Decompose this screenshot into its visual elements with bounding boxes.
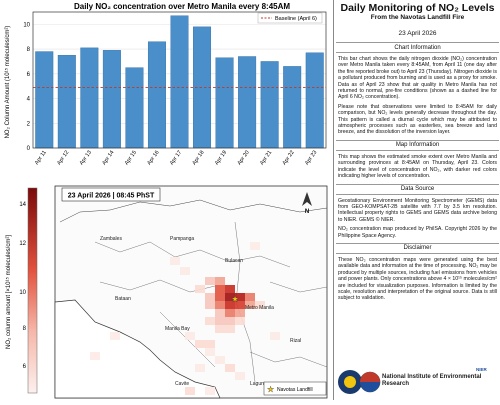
chart-info-paragraph: Please note that observations were limit… — [338, 103, 497, 136]
disclaimer-paragraph: These NO₂ concentration maps were genera… — [338, 256, 497, 302]
colorbar-tick: 8 — [23, 326, 27, 332]
section-heading-disclaimer: Disclaimer — [336, 242, 499, 254]
x-tick-label: Apr 18 — [191, 150, 205, 167]
sidebar-title: Daily Monitoring of NO₂ Levels — [340, 2, 495, 14]
data-source-paragraph: NO₂ concentration map produced by PhilSA… — [338, 226, 497, 239]
y-tick-label: 2 — [27, 121, 31, 127]
colorbar — [27, 187, 38, 394]
x-tick-label: Apr 14 — [101, 150, 115, 167]
chart-y-axis-label: NO₂ Column Amount (10¹⁵ molecules/cm²) — [4, 26, 11, 139]
x-tick-label: Apr 20 — [237, 150, 251, 167]
sidebar-date: 23 April 2026 — [398, 30, 437, 37]
bar-apr-14 — [102, 50, 121, 149]
y-tick-label: 4 — [27, 97, 31, 103]
y-tick-label: 0 — [27, 146, 31, 152]
sidebar-subtitle: From the Navotas Landfill Fire — [370, 14, 465, 21]
x-tick-label: Apr 21 — [259, 150, 273, 167]
no2-map: NO₂ column amount [×10¹⁵ molecules/cm²] … — [5, 185, 328, 399]
map-label-pampanga: Pampanga — [170, 236, 194, 242]
map-legend-star-icon: ★ — [267, 385, 274, 394]
bar-apr-16 — [147, 41, 166, 149]
nier-logo-mark: NIER — [476, 367, 487, 372]
no2-map-panel: NO₂ column amount [×10¹⁵ molecules/cm²] … — [0, 182, 330, 400]
map-title-box — [61, 187, 161, 202]
logos-footer: National Institute of Environmental Rese… — [334, 366, 500, 398]
colorbar-tick: 12 — [19, 241, 26, 247]
bar-apr-20 — [238, 56, 257, 149]
map-info-paragraph: This map shows the estimated smoke exten… — [338, 153, 497, 180]
map-label-metro-manila: Metro Manila — [245, 305, 274, 311]
bar-apr-19 — [215, 57, 234, 149]
x-tick-label: Apr 12 — [56, 150, 70, 167]
bar-apr-22 — [283, 66, 302, 149]
map-title: 23 April 2026 | 08:45 PhST — [68, 193, 155, 200]
bar-apr-13 — [80, 47, 99, 149]
chart-info-paragraph: This bar chart shows the daily nitrogen … — [338, 56, 497, 101]
map-legend — [263, 381, 327, 396]
map-label-bulacan: Bulacan — [225, 258, 243, 264]
map-label-rizal: Rizal — [290, 338, 301, 344]
map-label-cavite: Cavite — [175, 381, 189, 387]
bar-apr-23 — [305, 52, 324, 149]
map-area: ★ Zambales Pampanga Bulacan Bataan Metro… — [54, 185, 328, 399]
bar-apr-15 — [125, 67, 144, 149]
section-heading-chart-info: Chart Information — [336, 42, 499, 53]
bar-chart-panel: Daily NO₂ concentration over Metro Manil… — [0, 0, 330, 180]
map-legend-label: Navotas Landfill — [277, 387, 313, 393]
bar-apr-17 — [170, 15, 189, 149]
section-heading-map-info: Map Information — [336, 139, 499, 151]
chart-title: Daily NO₂ concentration over Metro Manil… — [74, 2, 290, 11]
north-arrow-icon: N — [302, 192, 312, 215]
bar-apr-11 — [35, 51, 54, 149]
nier-logo-text: National Institute of Environmental Rese… — [382, 374, 482, 387]
x-tick-label: Apr 22 — [282, 150, 296, 167]
philsa-logo-icon — [338, 370, 381, 394]
chart-legend: Baseline (April 6) — [257, 12, 323, 24]
colorbar-tick: 14 — [19, 202, 26, 208]
section-heading-data-source: Data Source — [336, 183, 499, 195]
map-label-bataan: Bataan — [115, 296, 131, 302]
x-tick-label: Apr 11 — [34, 150, 48, 166]
y-tick-label: 8 — [27, 47, 31, 53]
x-tick-label: Apr 13 — [79, 150, 93, 167]
chart-plot-frame — [32, 11, 327, 149]
y-tick-label: 6 — [27, 72, 31, 78]
bar-chart: Daily NO₂ concentration over Metro Manil… — [4, 2, 327, 167]
x-tick-label: Apr 16 — [146, 150, 160, 167]
map-label-zambales: Zambales — [100, 236, 122, 242]
legend-baseline-label: Baseline (April 6) — [275, 16, 317, 22]
map-label-laguna: Laguna — [250, 381, 267, 387]
x-tick-label: Apr 23 — [304, 150, 318, 167]
svg-text:N: N — [305, 209, 309, 215]
x-tick-label: Apr 19 — [214, 150, 228, 167]
map-label-manila-bay: Manila Bay — [165, 326, 190, 332]
colorbar-tick: 10 — [19, 290, 26, 296]
bar-apr-12 — [57, 55, 76, 149]
colorbar-label: NO₂ column amount [×10¹⁵ molecules/cm²] — [5, 235, 12, 349]
x-tick-label: Apr 17 — [169, 150, 183, 167]
info-sidebar: Daily Monitoring of NO₂ Levels From the … — [333, 0, 500, 400]
data-source-paragraph: Geostationary Environment Monitoring Spe… — [338, 197, 497, 223]
colorbar-tick: 6 — [23, 364, 27, 370]
y-tick-label: 10 — [23, 22, 30, 28]
bar-apr-21 — [260, 61, 279, 149]
x-tick-label: Apr 15 — [124, 150, 138, 167]
landfill-star-icon: ★ — [231, 294, 239, 304]
